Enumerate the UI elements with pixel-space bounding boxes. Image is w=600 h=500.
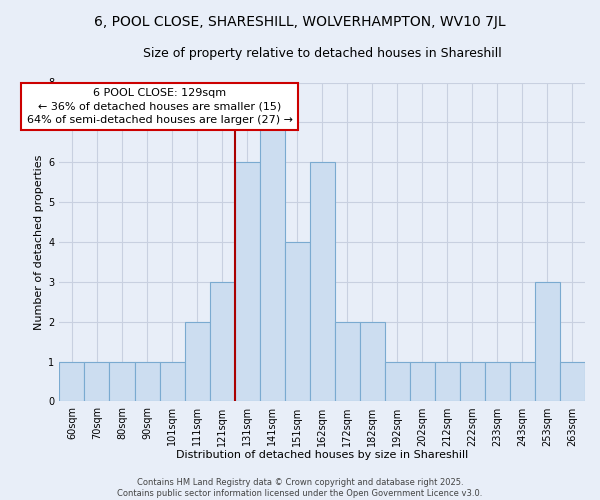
Text: Contains HM Land Registry data © Crown copyright and database right 2025.
Contai: Contains HM Land Registry data © Crown c… (118, 478, 482, 498)
Bar (360, 322, 385, 402)
Bar (59, 362, 85, 402)
Bar (535, 282, 560, 402)
Bar (284, 242, 310, 402)
Y-axis label: Number of detached properties: Number of detached properties (34, 154, 44, 330)
Bar (510, 362, 535, 402)
Bar (485, 362, 510, 402)
Bar (560, 362, 585, 402)
Bar (385, 362, 410, 402)
Bar (235, 162, 260, 402)
Bar (160, 362, 185, 402)
Bar (260, 122, 284, 402)
Bar (310, 162, 335, 402)
Text: 6 POOL CLOSE: 129sqm
← 36% of detached houses are smaller (15)
64% of semi-detac: 6 POOL CLOSE: 129sqm ← 36% of detached h… (26, 88, 293, 125)
Bar (134, 362, 160, 402)
Text: 6, POOL CLOSE, SHARESHILL, WOLVERHAMPTON, WV10 7JL: 6, POOL CLOSE, SHARESHILL, WOLVERHAMPTON… (94, 15, 506, 29)
Bar (185, 322, 209, 402)
Bar (85, 362, 109, 402)
Bar (435, 362, 460, 402)
Bar (410, 362, 435, 402)
X-axis label: Distribution of detached houses by size in Shareshill: Distribution of detached houses by size … (176, 450, 469, 460)
Title: Size of property relative to detached houses in Shareshill: Size of property relative to detached ho… (143, 48, 502, 60)
Bar (209, 282, 235, 402)
Bar (109, 362, 134, 402)
Bar (335, 322, 360, 402)
Bar (460, 362, 485, 402)
